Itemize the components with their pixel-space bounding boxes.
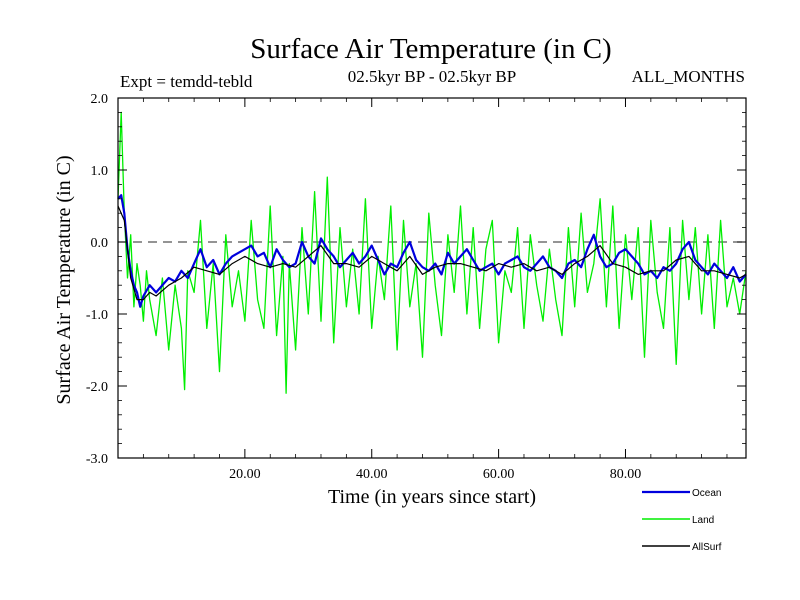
series-land-line [117,111,747,394]
x-axis-label: Time (in years since start) [328,486,536,508]
x-tick-label: 80.00 [610,467,642,482]
months-note: ALL_MONTHS [632,67,745,86]
x-tick-label: 40.00 [356,467,388,482]
y-tick-label: 1.0 [91,164,109,179]
series-allsurf-line [117,205,747,301]
chart-subtitle: 02.5kyr BP - 02.5kyr BP [348,67,516,86]
legend-label-land: Land [692,515,714,526]
legend: Ocean Land AllSurf [642,488,722,553]
experiment-note: Expt = temdd-tebld [120,72,253,91]
y-tick-label: 2.0 [91,92,109,107]
chart-title: Surface Air Temperature (in C) [250,33,611,65]
series-ocean-line [117,194,747,308]
legend-label-allsurf: AllSurf [692,542,722,553]
y-tick-label: -2.0 [86,380,108,395]
x-tick-label: 20.00 [229,467,261,482]
y-tick-label: 0.0 [91,236,109,251]
x-tick-label: 60.00 [483,467,515,482]
legend-label-ocean: Ocean [692,488,721,499]
y-tick-label: -1.0 [86,308,108,323]
plot-frame [117,97,747,459]
plot-area: 2.0 1.0 0.0 -1.0 -2.0 -3.0 20.00 40.00 60.00 80.0… [86,92,747,482]
y-axis-label: Surface Air Temperature (in C) [53,155,75,404]
y-tick-label: -3.0 [86,452,108,467]
